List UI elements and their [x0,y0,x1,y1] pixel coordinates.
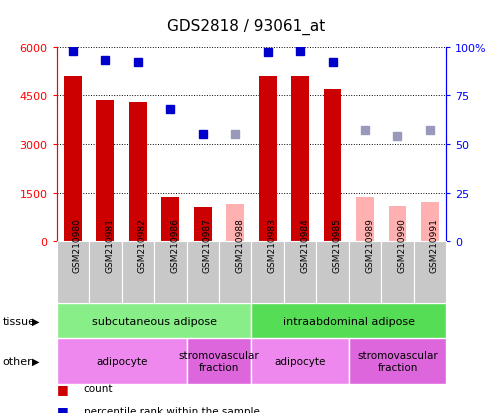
Bar [226,204,244,242]
Text: intraabdominal adipose: intraabdominal adipose [283,316,415,326]
Text: ▶: ▶ [32,316,40,326]
Text: GSM210987: GSM210987 [203,217,212,272]
Bar [161,198,179,242]
Bar [64,77,82,242]
Text: stromovascular
fraction: stromovascular fraction [357,351,438,372]
Bar [122,242,154,304]
Bar [349,339,446,384]
Text: ■: ■ [57,404,69,413]
Text: count: count [84,383,113,393]
Bar [57,304,251,339]
Bar [414,242,446,304]
Bar [317,242,349,304]
Bar [251,339,349,384]
Bar [154,242,186,304]
Text: GSM210982: GSM210982 [138,217,147,272]
Text: GSM210984: GSM210984 [300,217,309,272]
Bar [129,102,147,242]
Bar [323,90,342,242]
Bar [219,242,251,304]
Bar [381,242,414,304]
Bar [251,242,284,304]
Bar [57,339,186,384]
Bar [89,242,122,304]
Bar [291,77,309,242]
Bar [356,198,374,242]
Text: GSM210981: GSM210981 [106,217,114,272]
Bar [186,339,251,384]
Bar [421,203,439,242]
Text: GSM210980: GSM210980 [73,217,82,272]
Text: GSM210989: GSM210989 [365,217,374,272]
Text: ■: ■ [57,382,69,395]
Text: GSM210990: GSM210990 [397,217,407,272]
Bar [57,242,89,304]
Bar [194,208,211,242]
Text: tissue: tissue [2,316,35,326]
Text: percentile rank within the sample: percentile rank within the sample [84,406,260,413]
Text: GSM210991: GSM210991 [430,217,439,272]
Text: GSM210983: GSM210983 [268,217,277,272]
Text: GSM210985: GSM210985 [333,217,342,272]
Bar [259,77,277,242]
Bar [251,304,446,339]
Bar [388,206,406,242]
Text: subcutaneous adipose: subcutaneous adipose [92,316,216,326]
Text: GSM210988: GSM210988 [235,217,244,272]
Text: adipocyte: adipocyte [275,356,326,366]
Text: stromovascular
fraction: stromovascular fraction [178,351,259,372]
Bar [349,242,381,304]
Bar [284,242,317,304]
Bar [186,242,219,304]
Text: GSM210986: GSM210986 [170,217,179,272]
Bar [97,101,114,242]
Text: GDS2818 / 93061_at: GDS2818 / 93061_at [168,19,325,35]
Text: other: other [2,356,32,366]
Text: ▶: ▶ [32,356,40,366]
Text: adipocyte: adipocyte [96,356,147,366]
